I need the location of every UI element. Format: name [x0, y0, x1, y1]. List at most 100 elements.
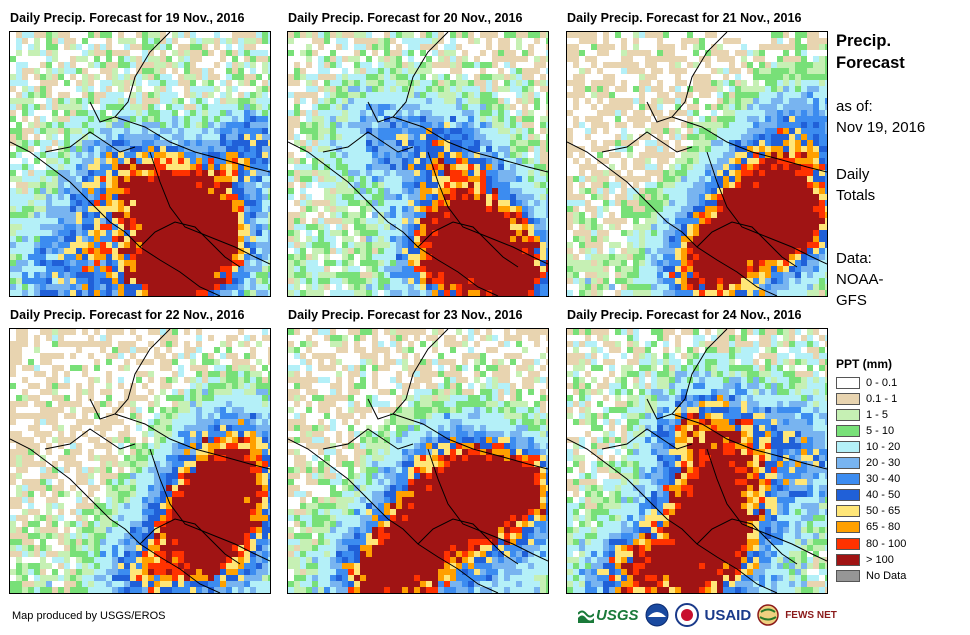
- panel-title-4: Daily Precip. Forecast for 22 Nov., 2016: [10, 308, 245, 322]
- legend-item: 0 - 0.1: [836, 375, 897, 390]
- coastline: [149, 151, 270, 265]
- legend-swatch: [836, 505, 860, 518]
- precip-field: [10, 329, 270, 593]
- legend-swatch: [836, 424, 860, 437]
- legend-swatch: [836, 473, 860, 486]
- legend-label: 5 - 10: [866, 424, 895, 437]
- coastline: [10, 141, 221, 296]
- precip-field: [288, 329, 548, 593]
- map-canvas-5: [288, 329, 548, 593]
- legend-label: 40 - 50: [866, 489, 901, 502]
- forecast-map-1: [9, 31, 271, 297]
- coastline: [671, 413, 827, 470]
- data-source-line2: GFS: [836, 292, 867, 309]
- legend-item: 30 - 40: [836, 472, 900, 487]
- legend-item: 80 - 100: [836, 536, 906, 551]
- legend-swatch: [836, 489, 860, 502]
- legend-label: 65 - 80: [866, 521, 901, 534]
- map-canvas-4: [10, 329, 270, 593]
- legend-item: 0.1 - 1: [836, 391, 897, 406]
- coastline: [89, 329, 171, 420]
- coastline: [567, 141, 778, 296]
- legend-label: 30 - 40: [866, 473, 901, 486]
- legend-item: 5 - 10: [836, 423, 894, 438]
- coastline: [139, 518, 241, 565]
- coastline: [706, 448, 827, 562]
- legend-swatch: [836, 537, 860, 550]
- coastline: [114, 116, 270, 173]
- panel-title-5: Daily Precip. Forecast for 23 Nov., 2016: [288, 308, 523, 322]
- legend-label: > 100: [866, 553, 894, 566]
- logo-strip: USGS USAID FEWS NET: [578, 601, 837, 629]
- panel-title-1: Daily Precip. Forecast for 19 Nov., 2016: [10, 11, 245, 25]
- legend-item: > 100: [836, 552, 894, 567]
- data-source-block: Data: NOAA- GFS: [836, 248, 884, 311]
- coastline: [427, 448, 548, 562]
- forecast-map-3: [566, 31, 828, 297]
- totals-line2: Totals: [836, 187, 876, 204]
- forecast-map-2: [287, 31, 549, 297]
- asof-label: as of:: [836, 98, 873, 115]
- coastline: [417, 221, 519, 268]
- coastline: [288, 438, 499, 593]
- coastline: [288, 141, 499, 296]
- sidebar-title: Precip. Forecast: [836, 30, 905, 74]
- precip-field: [567, 329, 827, 593]
- legend-swatch: [836, 392, 860, 405]
- legend-swatch: [836, 376, 860, 389]
- totals-line1: Daily: [836, 166, 870, 183]
- coastline: [392, 116, 548, 173]
- panel-title-2: Daily Precip. Forecast for 20 Nov., 2016: [288, 11, 523, 25]
- forecast-map-4: [9, 328, 271, 594]
- precip-field: [288, 32, 548, 296]
- panel-title-3: Daily Precip. Forecast for 21 Nov., 2016: [567, 11, 802, 25]
- coastline: [427, 151, 548, 265]
- legend-label: 0.1 - 1: [866, 392, 898, 405]
- sidebar-title-line1: Precip.: [836, 32, 892, 50]
- noaa-logo-icon: [645, 603, 669, 627]
- data-label: Data:: [836, 250, 872, 267]
- coastline: [322, 131, 414, 153]
- map-canvas-1: [10, 32, 270, 296]
- coastline: [367, 32, 449, 123]
- legend-item: No Data: [836, 568, 906, 583]
- usgs-logo: USGS: [578, 607, 639, 624]
- coastline: [139, 221, 241, 268]
- legend-label: 1 - 5: [866, 408, 889, 421]
- map-canvas-3: [567, 32, 827, 296]
- coastline: [671, 116, 827, 173]
- coastline: [89, 32, 171, 123]
- coastline: [149, 448, 270, 562]
- coastline: [646, 32, 728, 123]
- map-canvas-6: [567, 329, 827, 593]
- forecast-map-6: [566, 328, 828, 594]
- legend-label: 0 - 0.1: [866, 376, 898, 389]
- precip-field: [10, 32, 270, 296]
- data-source-line1: NOAA-: [836, 271, 884, 288]
- legend-item: 40 - 50: [836, 488, 900, 503]
- coastline: [706, 151, 827, 265]
- legend-swatch: [836, 440, 860, 453]
- coastline: [392, 413, 548, 470]
- coastline: [44, 428, 136, 450]
- precip-field: [567, 32, 827, 296]
- coastline: [567, 438, 778, 593]
- legend-swatch: [836, 553, 860, 566]
- legend-item: 1 - 5: [836, 407, 888, 422]
- coastline: [44, 131, 136, 153]
- legend-title: PPT (mm): [836, 357, 893, 371]
- coastline: [696, 518, 798, 565]
- coastline: [367, 329, 449, 420]
- coastline: [646, 329, 728, 420]
- fews-globe-icon: [757, 604, 779, 626]
- legend-label: 80 - 100: [866, 537, 907, 550]
- coastline: [417, 518, 519, 565]
- coastline: [601, 131, 693, 153]
- legend-swatch: [836, 569, 860, 582]
- fews-logo-text: FEWS NET: [785, 609, 837, 621]
- map-canvas-2: [288, 32, 548, 296]
- forecast-map-5: [287, 328, 549, 594]
- coastline: [601, 428, 693, 450]
- legend-item: 50 - 65: [836, 504, 900, 519]
- sidebar-title-line2: Forecast: [836, 54, 905, 72]
